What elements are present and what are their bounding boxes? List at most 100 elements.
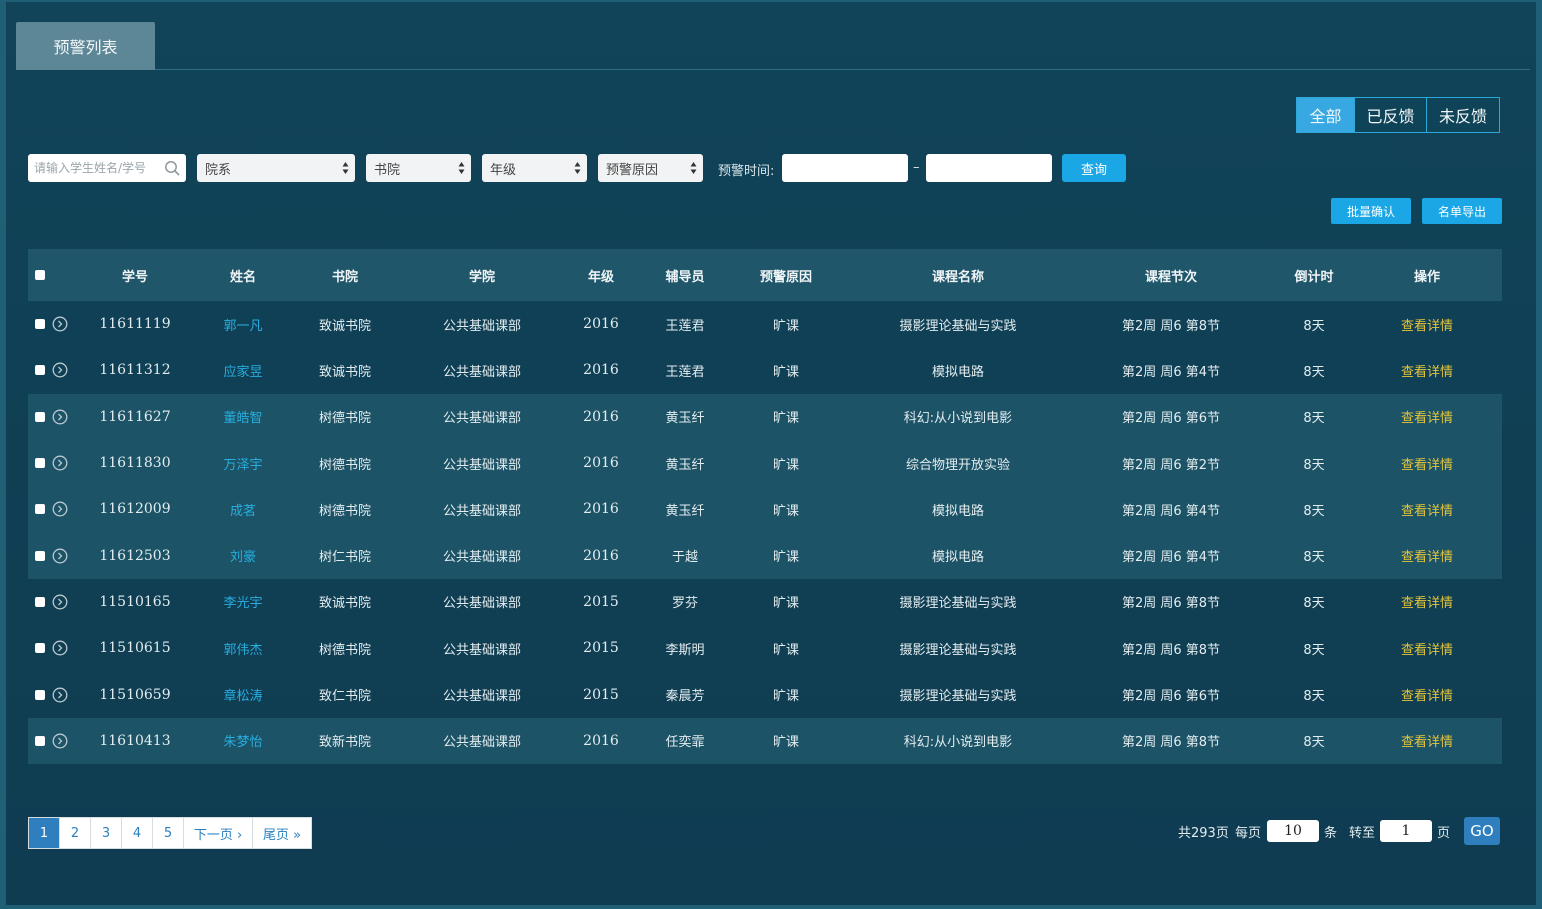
row-checkbox[interactable] (35, 411, 45, 422)
row-checkbox[interactable] (35, 596, 45, 607)
end-date-input[interactable] (926, 154, 1052, 182)
cell-student-id: 11510659 (99, 686, 171, 703)
expand-circle-icon[interactable] (52, 409, 68, 425)
row-checkbox[interactable] (35, 365, 45, 376)
start-date-input[interactable] (782, 154, 908, 182)
cell-student-id: 11510615 (99, 640, 171, 657)
reason-select[interactable]: 预警原因 (598, 154, 703, 182)
cell-reason: 旷课 (772, 689, 799, 705)
feedback-filter-group: 全部 已反馈 未反馈 (1296, 97, 1500, 133)
cell-name: 李光宇 (188, 592, 298, 611)
expand-circle-icon[interactable] (52, 316, 68, 332)
student-name-link[interactable]: 刘豪 (229, 550, 256, 566)
search-icon[interactable] (164, 160, 180, 176)
row-checkbox[interactable] (35, 504, 45, 515)
cell-school: 公共基础课部 (442, 596, 521, 612)
expand-circle-icon[interactable] (52, 594, 68, 610)
expand-circle-icon[interactable] (52, 548, 68, 564)
cell-school: 公共基础课部 (442, 457, 521, 473)
row-expand-cell (52, 362, 82, 378)
cell-college: 致诚书院 (318, 596, 371, 612)
total-pages-text: 共293页 (1178, 826, 1229, 841)
student-name-link[interactable]: 郭一凡 (223, 318, 263, 334)
row-check-cell (28, 458, 52, 469)
dept-select[interactable]: 院系 (197, 154, 355, 182)
expand-circle-icon[interactable] (52, 687, 68, 703)
grade-select[interactable]: 年级 (482, 154, 587, 182)
goto-page-input[interactable]: 1 (1380, 820, 1432, 842)
student-name-link[interactable]: 董皓智 (223, 411, 263, 427)
cell-college: 树德书院 (318, 503, 371, 519)
row-checkbox[interactable] (35, 643, 45, 654)
expand-circle-icon[interactable] (52, 733, 68, 749)
expand-circle-icon[interactable] (52, 501, 68, 517)
view-details-link[interactable]: 查看详情 (1400, 318, 1453, 334)
search-input[interactable] (34, 161, 160, 175)
cell-student-id: 11611830 (99, 455, 171, 472)
page-5-button[interactable]: 5 (153, 818, 184, 848)
cell-session: 第2周 周6 第8节 (1121, 642, 1221, 658)
row-check-cell (28, 643, 52, 654)
view-details-link[interactable]: 查看详情 (1400, 457, 1453, 473)
cell-school: 公共基础课部 (442, 318, 521, 334)
cell-college: 致新书院 (318, 735, 371, 751)
student-name-link[interactable]: 万泽宇 (223, 457, 263, 473)
view-details-link[interactable]: 查看详情 (1400, 642, 1453, 658)
query-button[interactable]: 查询 (1062, 154, 1126, 182)
page-1-button[interactable]: 1 (29, 818, 60, 848)
table-body: 11611119 郭一凡 致诚书院 公共基础课部 2016 王莲君 旷课 摄影理论基础与实践第… (28, 301, 1502, 764)
college-select[interactable]: 书院 (366, 154, 471, 182)
row-check-cell (28, 596, 52, 607)
expand-circle-icon[interactable] (52, 362, 68, 378)
select-all-checkbox[interactable] (35, 270, 45, 280)
row-checkbox[interactable] (35, 319, 45, 330)
col-grade: 年级 (587, 269, 614, 285)
cell-reason: 旷课 (772, 550, 799, 566)
batch-confirm-button[interactable]: 批量确认 (1331, 198, 1411, 224)
page-4-button[interactable]: 4 (122, 818, 153, 848)
select-all-cell (28, 270, 52, 280)
tab-warning-list[interactable]: 预警列表 (16, 22, 155, 70)
student-name-link[interactable]: 章松涛 (223, 689, 263, 705)
last-page-button[interactable]: 尾页 » (253, 818, 311, 848)
table-row: 11611312 应家昱 致诚书院 公共基础课部 2016 王莲君 旷课 模拟电路 第2周 周6… (28, 347, 1502, 393)
cell-operation: 查看详情 (1370, 454, 1484, 473)
view-details-link[interactable]: 查看详情 (1400, 503, 1453, 519)
row-checkbox[interactable] (35, 735, 45, 746)
cell-grade: 2016 (583, 501, 619, 518)
view-details-link[interactable]: 查看详情 (1400, 411, 1453, 427)
warning-time-label: 预警时间: (718, 164, 775, 179)
student-name-link[interactable]: 李光宇 (223, 596, 263, 612)
view-details-link[interactable]: 查看详情 (1400, 550, 1453, 566)
filter-no-feedback-button[interactable]: 未反馈 (1427, 98, 1499, 132)
view-details-link[interactable]: 查看详情 (1400, 364, 1453, 380)
filter-all-button[interactable]: 全部 (1297, 98, 1355, 132)
expand-circle-icon[interactable] (52, 640, 68, 656)
row-checkbox[interactable] (35, 689, 45, 700)
next-page-button[interactable]: 下一页 › (184, 818, 253, 848)
view-details-link[interactable]: 查看详情 (1400, 689, 1453, 705)
row-check-cell (28, 689, 52, 700)
cell-name: 郭伟杰 (188, 639, 298, 658)
cell-session: 第2周 周6 第6节 (1121, 689, 1221, 705)
student-name-link[interactable]: 成茗 (229, 503, 256, 519)
filter-feedback-button[interactable]: 已反馈 (1355, 98, 1427, 132)
expand-circle-icon[interactable] (52, 455, 68, 471)
row-checkbox[interactable] (35, 550, 45, 561)
view-details-link[interactable]: 查看详情 (1400, 735, 1453, 751)
export-list-button[interactable]: 名单导出 (1422, 198, 1502, 224)
row-checkbox[interactable] (35, 458, 45, 469)
view-details-link[interactable]: 查看详情 (1400, 596, 1453, 612)
cell-name: 刘豪 (188, 546, 298, 565)
cell-name: 成茗 (188, 500, 298, 519)
student-name-link[interactable]: 朱梦怡 (223, 735, 263, 751)
per-page-input[interactable]: 10 (1267, 820, 1319, 842)
student-name-link[interactable]: 应家昱 (223, 364, 263, 380)
page-3-button[interactable]: 3 (91, 818, 122, 848)
go-button[interactable]: GO (1464, 817, 1500, 845)
page-2-button[interactable]: 2 (60, 818, 91, 848)
cell-school: 公共基础课部 (442, 642, 521, 658)
student-name-link[interactable]: 郭伟杰 (223, 642, 263, 658)
pagination: 1 2 3 4 5 下一页 › 尾页 » (28, 817, 312, 849)
cell-name: 郭一凡 (188, 315, 298, 334)
